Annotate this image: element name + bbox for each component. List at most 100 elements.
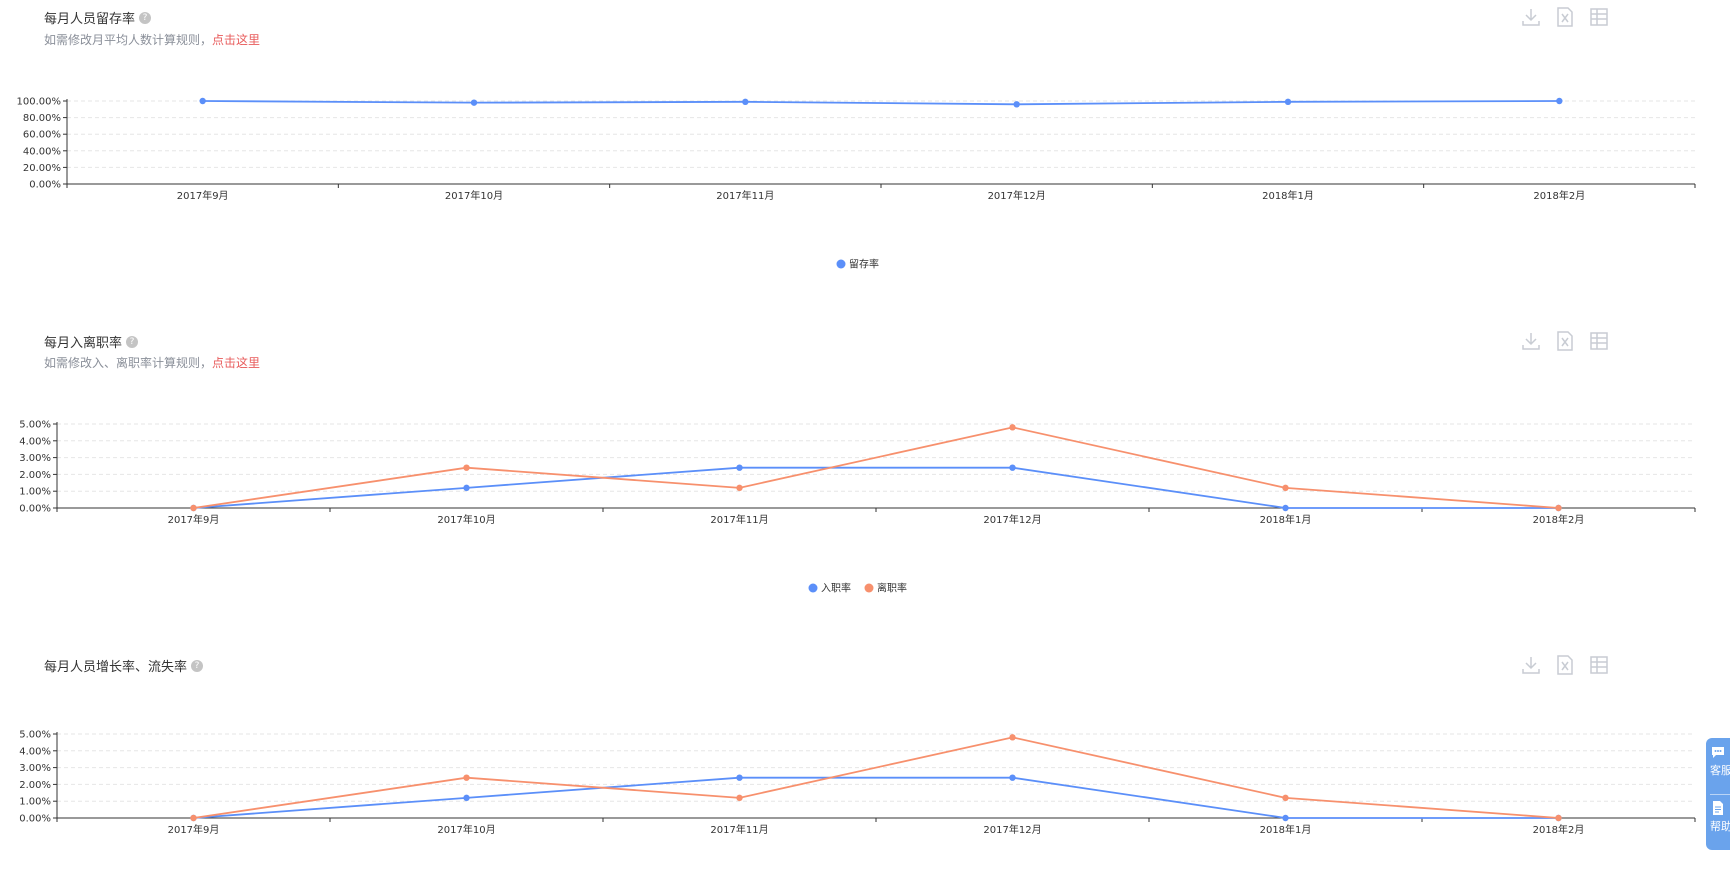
data-point[interactable]: [736, 484, 743, 492]
download-icon[interactable]: [1520, 6, 1542, 28]
y-tick-label: 0.00%: [19, 504, 51, 515]
chart-toolbar: [1520, 654, 1610, 676]
series-line: [193, 776, 1559, 819]
section-subtitle: 如需修改入、离职率计算规则，点击这里: [44, 354, 260, 371]
table-icon[interactable]: [1588, 654, 1610, 676]
series-line: [202, 100, 1560, 106]
series-line: [193, 426, 1559, 509]
data-point[interactable]: [199, 97, 206, 105]
y-tick-label: 40.00%: [23, 146, 61, 157]
retention-chart: 0.00% 20.00% 40.00% 60.00% 80.00% 100.00% 2017…: [17, 97, 1696, 271]
side-help-widget: 客服 帮助: [1706, 738, 1730, 850]
x-tick-label: 2017年10月: [445, 189, 503, 202]
data-point[interactable]: [1009, 774, 1016, 781]
data-point[interactable]: [736, 794, 743, 802]
excel-icon[interactable]: [1554, 654, 1576, 676]
table-icon[interactable]: [1588, 330, 1610, 352]
y-tick-label: 100.00%: [17, 97, 62, 108]
data-point[interactable]: [463, 774, 470, 781]
legend-label[interactable]: 入职率: [821, 582, 851, 595]
x-tick-label: 2017年11月: [710, 513, 768, 526]
help-icon[interactable]: ?: [191, 659, 204, 672]
x-tick-label: 2017年12月: [983, 823, 1041, 836]
data-point[interactable]: [1013, 101, 1020, 108]
document-icon: [1713, 801, 1723, 815]
data-point[interactable]: [736, 774, 743, 781]
excel-icon[interactable]: [1554, 6, 1576, 28]
data-point[interactable]: [1282, 794, 1289, 802]
side-item-label: 客服: [1710, 764, 1730, 777]
data-point[interactable]: [1284, 98, 1292, 106]
x-tick-label: 2018年1月: [1260, 513, 1312, 526]
x-tick-label: 2018年2月: [1533, 189, 1585, 202]
rule-link[interactable]: 点击这里: [212, 33, 261, 47]
legend-marker[interactable]: [836, 259, 846, 269]
y-tick-label: 5.00%: [19, 420, 51, 431]
y-tick-label: 0.00%: [19, 814, 51, 825]
data-point[interactable]: [1009, 464, 1016, 471]
section-title: 每月人员增长率、流失率 ?: [44, 656, 204, 675]
x-tick-label: 2018年1月: [1260, 823, 1312, 836]
help-icon[interactable]: ?: [139, 11, 152, 24]
side-divider: [1710, 794, 1730, 795]
growth-title: 每月人员增长率、流失率: [44, 660, 188, 675]
y-tick-label: 0.00%: [29, 180, 61, 191]
y-tick-label: 80.00%: [23, 113, 61, 124]
x-tick-label: 2017年10月: [437, 513, 495, 526]
legend-label[interactable]: 留存率: [849, 258, 879, 271]
subtitle-text: 如需修改月平均人数计算规则，: [44, 33, 213, 47]
data-point[interactable]: [1555, 814, 1562, 822]
subtitle-text: 如需修改入、离职率计算规则，: [44, 356, 213, 370]
x-tick-label: 2017年9月: [177, 189, 229, 202]
legend-label[interactable]: 离职率: [877, 582, 907, 595]
data-point[interactable]: [463, 794, 470, 802]
x-tick-label: 2018年1月: [1262, 189, 1314, 202]
data-point[interactable]: [742, 98, 749, 106]
y-tick-label: 1.00%: [19, 487, 51, 498]
y-tick-label: 20.00%: [23, 163, 61, 174]
download-icon[interactable]: [1520, 330, 1542, 352]
x-tick-label: 2017年12月: [988, 189, 1046, 202]
x-tick-label: 2017年9月: [168, 513, 220, 526]
help-button[interactable]: 帮助: [1706, 800, 1730, 850]
series-line: [193, 466, 1559, 509]
data-point[interactable]: [470, 99, 478, 106]
y-tick-label: 2.00%: [19, 780, 51, 791]
data-point[interactable]: [1009, 734, 1016, 741]
legend-marker[interactable]: [808, 583, 818, 593]
rule-link[interactable]: 点击这里: [212, 356, 261, 370]
download-icon[interactable]: [1520, 654, 1542, 676]
y-tick-label: 5.00%: [19, 730, 51, 741]
section-title: 每月入离职率 ?: [44, 332, 139, 351]
y-tick-label: 1.00%: [19, 797, 51, 808]
data-point[interactable]: [463, 464, 470, 471]
y-tick-label: 2.00%: [19, 470, 51, 481]
data-point[interactable]: [1282, 484, 1289, 492]
excel-icon[interactable]: [1554, 330, 1576, 352]
data-point[interactable]: [1009, 424, 1016, 431]
data-point[interactable]: [1555, 504, 1562, 512]
turnover-chart: 0.00% 1.00% 2.00% 3.00% 4.00% 5.00% 2017年9月 201…: [19, 420, 1696, 595]
table-icon[interactable]: [1588, 6, 1610, 28]
data-point[interactable]: [190, 814, 197, 822]
data-point[interactable]: [190, 504, 197, 512]
x-tick-label: 2017年10月: [437, 823, 495, 836]
customer-service-button[interactable]: 客服: [1706, 744, 1730, 794]
y-tick-label: 4.00%: [19, 436, 51, 447]
x-tick-label: 2018年2月: [1533, 823, 1585, 836]
x-tick-label: 2017年11月: [716, 189, 774, 202]
legend-marker[interactable]: [864, 583, 874, 593]
side-item-label: 帮助: [1710, 820, 1730, 833]
data-point[interactable]: [1282, 504, 1289, 512]
data-point[interactable]: [1282, 814, 1289, 822]
y-tick-label: 60.00%: [23, 130, 61, 141]
data-point[interactable]: [736, 464, 743, 471]
help-icon[interactable]: ?: [126, 335, 139, 348]
chart-toolbar: [1520, 6, 1610, 28]
data-point[interactable]: [463, 484, 470, 492]
chart-toolbar: [1520, 330, 1610, 352]
y-tick-label: 4.00%: [19, 746, 51, 757]
retention-title: 每月人员留存率: [44, 12, 136, 27]
data-point[interactable]: [1556, 97, 1563, 105]
